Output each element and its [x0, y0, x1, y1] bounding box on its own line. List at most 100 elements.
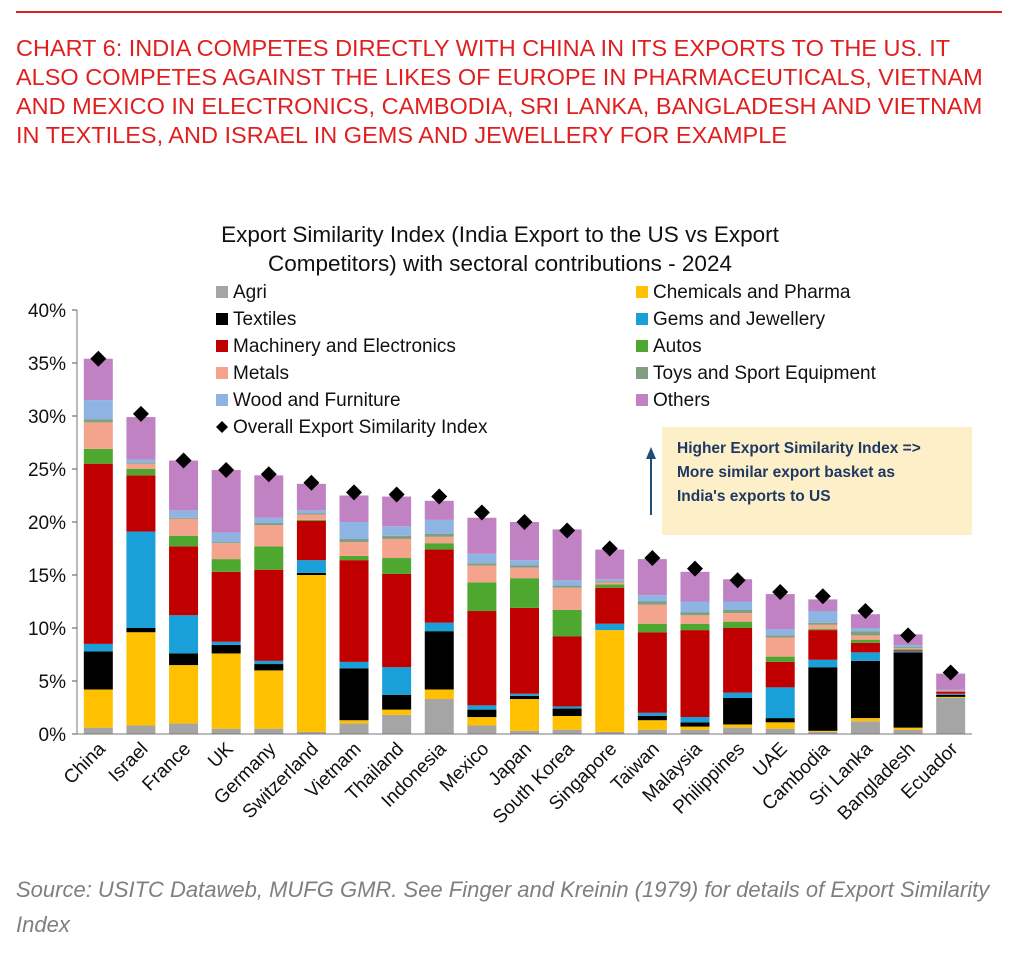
bar-segment-gems-and-jewellery	[339, 661, 369, 669]
bar-segment-machinery-and-electronics	[850, 642, 880, 653]
bar-segment-gems-and-jewellery	[126, 531, 156, 628]
overall-index-marker	[516, 514, 533, 530]
bar-segment-textiles	[83, 651, 113, 690]
bar-segment-autos	[339, 555, 369, 561]
bar-segment-chemicals-and-pharma	[936, 696, 966, 698]
legend-label: Gems and Jewellery	[653, 309, 826, 330]
bar-segment-gems-and-jewellery	[467, 705, 497, 710]
overall-index-marker	[601, 540, 618, 557]
bar-segment-agri	[339, 723, 369, 734]
bar-segment-machinery-and-electronics	[169, 546, 199, 616]
bar-segment-textiles	[510, 695, 539, 700]
bar-segment-machinery-and-electronics	[382, 573, 412, 668]
bar-segment-gems-and-jewellery	[893, 651, 923, 653]
legend-swatch	[636, 367, 648, 379]
bar-segment-metals	[552, 587, 582, 610]
bar-segment-chemicals-and-pharma	[211, 653, 241, 729]
bar-segment-wood-and-furniture	[637, 595, 667, 602]
bar-segment-chemicals-and-pharma	[595, 630, 625, 732]
bar-segment-agri	[296, 731, 326, 734]
bar-segment-autos	[850, 639, 880, 643]
bar-segment-gems-and-jewellery	[510, 693, 539, 696]
chart-headline: CHART 6: INDIA COMPETES DIRECTLY WITH CH…	[16, 35, 983, 148]
legend-label: Wood and Furniture	[233, 390, 401, 411]
bar-segment-wood-and-furniture	[467, 553, 497, 564]
bar-segment-chemicals-and-pharma	[552, 715, 582, 730]
bar-segment-autos	[765, 656, 795, 662]
bar-segment-textiles	[850, 660, 880, 719]
bar-segment-machinery-and-electronics	[680, 630, 710, 718]
bar-segment-wood-and-furniture	[850, 628, 880, 632]
bar-segment-textiles	[808, 667, 838, 731]
bar-segment-metals	[83, 422, 113, 449]
legend-swatch	[216, 367, 228, 379]
overall-index-marker	[686, 560, 703, 577]
bar-segment-gems-and-jewellery	[296, 560, 326, 573]
y-tick-label: 25%	[28, 460, 66, 481]
legend-label: Metals	[233, 363, 289, 384]
bar-segment-metals	[893, 648, 923, 650]
annotation-line-3: India's exports to US	[677, 488, 831, 505]
bar-segment-textiles	[382, 694, 412, 710]
bar-segment-autos	[254, 546, 284, 570]
bar-segment-toys-and-sport-equipment	[723, 609, 753, 614]
bar-segment-toys-and-sport-equipment	[765, 635, 795, 638]
bar-segment-gems-and-jewellery	[637, 712, 667, 716]
legend-swatch	[216, 313, 228, 325]
export-similarity-chart: Export Similarity Index (India Export to…	[28, 222, 972, 828]
bar-segment-gems-and-jewellery	[169, 615, 199, 654]
bar-segment-toys-and-sport-equipment	[637, 601, 667, 605]
bar-segment-metals	[126, 463, 156, 469]
bar-segment-agri	[808, 731, 838, 734]
bar-segment-textiles	[126, 628, 156, 633]
bar-segment-chemicals-and-pharma	[296, 575, 326, 732]
legend-swatch	[216, 394, 228, 406]
bar-segment-textiles	[169, 653, 199, 666]
overall-index-marker	[175, 452, 192, 469]
bar-segment-chemicals-and-pharma	[680, 726, 710, 730]
y-tick-label: 40%	[28, 301, 66, 322]
overall-index-marker	[814, 588, 831, 605]
bar-segment-machinery-and-electronics	[808, 630, 838, 660]
bar-segment-metals	[339, 542, 369, 556]
bar-segment-chemicals-and-pharma	[254, 670, 284, 729]
bar-segment-autos	[552, 609, 582, 637]
bar-segment-gems-and-jewellery	[850, 652, 880, 661]
bar-segment-metals	[808, 624, 838, 630]
bar-segment-toys-and-sport-equipment	[254, 523, 284, 526]
bar-segment-wood-and-furniture	[211, 532, 241, 543]
bar-segment-chemicals-and-pharma	[382, 709, 412, 715]
bar-segment-autos	[893, 649, 923, 651]
bar-segment-toys-and-sport-equipment	[893, 647, 923, 649]
y-tick-label: 10%	[28, 619, 66, 640]
bar-segment-gems-and-jewellery	[936, 693, 966, 695]
legend-label: Overall Export Similarity Index	[233, 417, 488, 438]
bar-segment-autos	[424, 543, 454, 550]
bar-segment-toys-and-sport-equipment	[467, 563, 497, 566]
bar-segment-toys-and-sport-equipment	[808, 622, 838, 625]
bar-segment-machinery-and-electronics	[893, 650, 923, 652]
bar-segment-chemicals-and-pharma	[637, 720, 667, 730]
legend-label: Autos	[653, 336, 702, 357]
chart-title-line-1: Export Similarity Index (India Export to…	[221, 222, 779, 247]
bar-segment-machinery-and-electronics	[211, 571, 241, 642]
overall-index-marker	[900, 627, 917, 644]
bar-segment-gems-and-jewellery	[595, 623, 625, 631]
bar-segment-textiles	[637, 715, 667, 721]
bar-segment-toys-and-sport-equipment	[382, 535, 412, 539]
bar-segment-autos	[637, 623, 667, 633]
y-tick-label: 35%	[28, 354, 66, 375]
bar-segment-gems-and-jewellery	[211, 641, 241, 645]
bar-segment-autos	[808, 629, 838, 631]
bar-segment-agri	[893, 729, 923, 734]
bar-segment-metals	[467, 565, 497, 583]
bar-segment-agri	[510, 730, 539, 734]
bar-segment-toys-and-sport-equipment	[552, 585, 582, 588]
y-tick-label: 20%	[28, 513, 66, 534]
bar-segment-wood-and-furniture	[893, 644, 923, 648]
bar-segment-agri	[850, 721, 880, 734]
bar-segment-textiles	[680, 722, 710, 727]
bar-segment-gems-and-jewellery	[83, 643, 113, 652]
bar-segment-wood-and-furniture	[169, 510, 199, 518]
bar-segment-textiles	[723, 697, 753, 725]
